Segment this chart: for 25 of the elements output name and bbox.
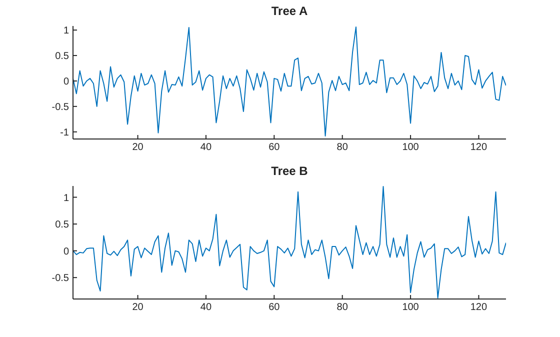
x-tick-label: 120 <box>470 302 488 314</box>
x-tick-label: 100 <box>402 142 420 154</box>
x-tick-label: 40 <box>200 142 212 154</box>
line-series <box>73 186 506 298</box>
x-tick-label: 20 <box>132 302 144 314</box>
x-tick-label: 80 <box>336 142 348 154</box>
x-tick-label: 100 <box>402 302 420 314</box>
y-tick-label: 1 <box>63 192 70 204</box>
y-tick-label: 0.5 <box>55 51 70 62</box>
y-tick-label: -0.5 <box>52 273 70 284</box>
x-tick-label: 60 <box>268 142 280 154</box>
y-tick-label: -1 <box>60 127 70 138</box>
x-tick-label: 60 <box>268 302 280 314</box>
y-tick-label: 0 <box>63 246 70 258</box>
y-tick-label: 0.5 <box>55 220 70 231</box>
x-tick-label: 120 <box>470 142 488 154</box>
chart-title: Tree B <box>270 164 309 178</box>
x-tick-label: 80 <box>336 302 348 314</box>
line-series <box>73 26 506 136</box>
chart-title: Tree A <box>270 4 309 18</box>
y-tick-label: -0.5 <box>52 102 70 113</box>
y-tick-label: 1 <box>63 26 70 37</box>
x-tick-label: 20 <box>132 142 144 154</box>
x-tick-label: 40 <box>200 302 212 314</box>
y-tick-label: 0 <box>63 76 70 88</box>
